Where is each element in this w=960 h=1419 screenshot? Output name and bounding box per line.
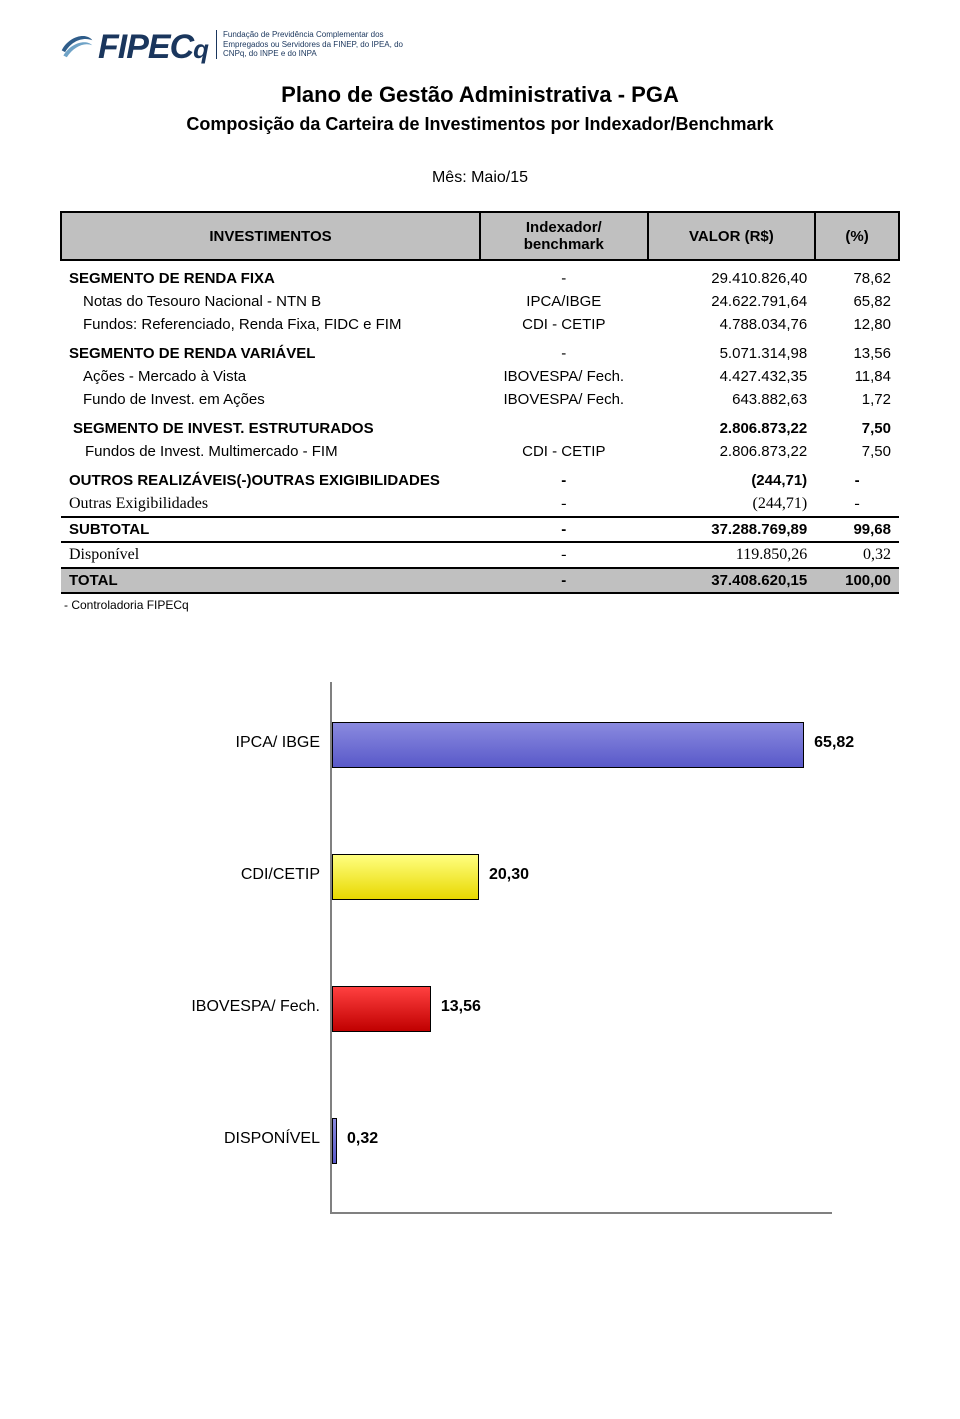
row-renda-fixa: SEGMENTO DE RENDA FIXA - 29.410.826,40 7… (61, 267, 899, 290)
swoosh-icon (60, 30, 94, 64)
hdr-indexador-line2: benchmark (524, 236, 604, 253)
chart-category-label: IPCA/ IBGE (190, 734, 320, 752)
row-acoes-vista: Ações - Mercado à Vista IBOVESPA/ Fech. … (61, 365, 899, 388)
logo-mark: FIPECq (60, 30, 208, 64)
logo-tagline: Fundação de Previdência Complementar dos… (216, 30, 403, 59)
hdr-investimentos: INVESTIMENTOS (61, 212, 480, 260)
chart-bar (332, 986, 431, 1032)
logo-text: FIPECq (98, 30, 208, 64)
hdr-indexador: Indexador/ benchmark (480, 212, 648, 260)
chart-value-label: 13,56 (441, 998, 481, 1016)
cell-idx: - (480, 267, 648, 290)
cell-pct: 78,62 (815, 267, 899, 290)
row-renda-variavel: SEGMENTO DE RENDA VARIÁVEL - 5.071.314,9… (61, 342, 899, 365)
chart-category-label: DISPONÍVEL (190, 1130, 320, 1148)
chart-value-label: 0,32 (347, 1130, 378, 1148)
indexador-bar-chart: IPCA/ IBGE65,82CDI/CETIP20,30IBOVESPA/ F… (190, 682, 840, 1212)
page-title: Plano de Gestão Administrativa - PGA (60, 82, 900, 108)
chart-bar (332, 1118, 337, 1164)
row-outras-exig: Outras Exigibilidades - (244,71) - (61, 492, 899, 517)
hdr-valor: VALOR (R$) (648, 212, 816, 260)
row-outros: OUTROS REALIZÁVEIS(-)OUTRAS EXIGIBILIDAD… (61, 469, 899, 492)
row-estruturados: SEGMENTO DE INVEST. ESTRUTURADOS 2.806.8… (61, 417, 899, 440)
document-page: FIPECq Fundação de Previdência Complemen… (0, 0, 960, 1252)
page-subtitle: Composição da Carteira de Investimentos … (60, 114, 900, 135)
month-label: Mês: Maio/15 (60, 169, 900, 187)
chart-value-label: 20,30 (489, 866, 529, 884)
row-multimercado: Fundos de Invest. Multimercado - FIM CDI… (61, 440, 899, 463)
chart-category-label: CDI/CETIP (190, 866, 320, 884)
row-fundo-acoes: Fundo de Invest. em Ações IBOVESPA/ Fech… (61, 388, 899, 411)
hdr-pct: (%) (815, 212, 899, 260)
cell-label: SEGMENTO DE RENDA FIXA (61, 267, 480, 290)
row-total: TOTAL - 37.408.620,15 100,00 (61, 568, 899, 593)
row-disponivel: Disponível - 119.850,26 0,32 (61, 542, 899, 568)
chart-value-label: 65,82 (814, 734, 854, 752)
cell-val: 29.410.826,40 (648, 267, 816, 290)
chart-bar (332, 722, 804, 768)
row-subtotal: SUBTOTAL - 37.288.769,89 99,68 (61, 517, 899, 542)
chart-bar (332, 854, 479, 900)
investments-table: INVESTIMENTOS Indexador/ benchmark VALOR… (60, 211, 900, 594)
row-fundos-rf: Fundos: Referenciado, Renda Fixa, FIDC e… (61, 313, 899, 336)
footnote: - Controladoria FIPECq (64, 598, 900, 612)
logo-block: FIPECq Fundação de Previdência Complemen… (60, 30, 900, 64)
chart-category-label: IBOVESPA/ Fech. (190, 998, 320, 1016)
hdr-indexador-line1: Indexador/ (526, 219, 602, 236)
row-ntn-b: Notas do Tesouro Nacional - NTN B IPCA/I… (61, 290, 899, 313)
table-header-row: INVESTIMENTOS Indexador/ benchmark VALOR… (61, 212, 899, 260)
